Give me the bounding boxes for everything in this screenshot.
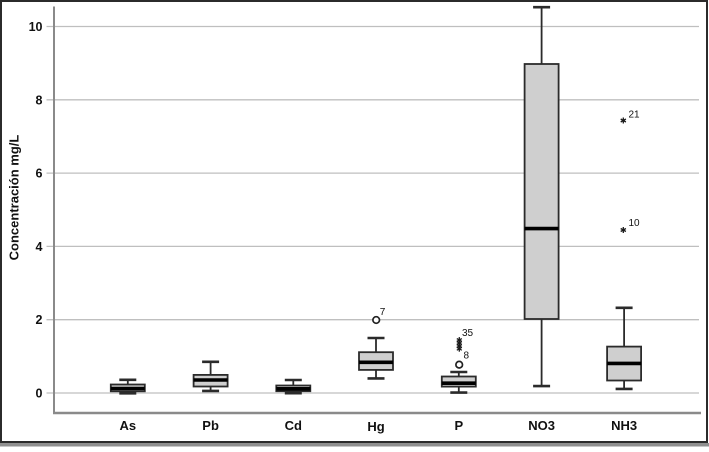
svg-text:As: As xyxy=(119,418,136,433)
svg-text:35: 35 xyxy=(462,328,474,339)
svg-text:8: 8 xyxy=(36,93,43,107)
svg-text:8: 8 xyxy=(464,351,470,362)
svg-text:6: 6 xyxy=(36,167,43,181)
svg-text:Pb: Pb xyxy=(202,418,219,433)
svg-text:NH3: NH3 xyxy=(611,418,637,433)
svg-text:21: 21 xyxy=(629,110,641,121)
svg-text:7: 7 xyxy=(380,307,386,318)
svg-text:0: 0 xyxy=(36,387,43,401)
svg-text:2: 2 xyxy=(36,313,43,327)
svg-text:Concentración mg/L: Concentración mg/L xyxy=(7,135,22,261)
svg-text:NO3: NO3 xyxy=(528,418,555,433)
svg-text:P: P xyxy=(454,418,463,433)
svg-text:Cd: Cd xyxy=(285,418,302,433)
svg-text:Hg: Hg xyxy=(367,419,384,434)
svg-text:10: 10 xyxy=(29,20,43,34)
svg-text:10: 10 xyxy=(629,218,641,229)
svg-text:4: 4 xyxy=(36,240,43,254)
